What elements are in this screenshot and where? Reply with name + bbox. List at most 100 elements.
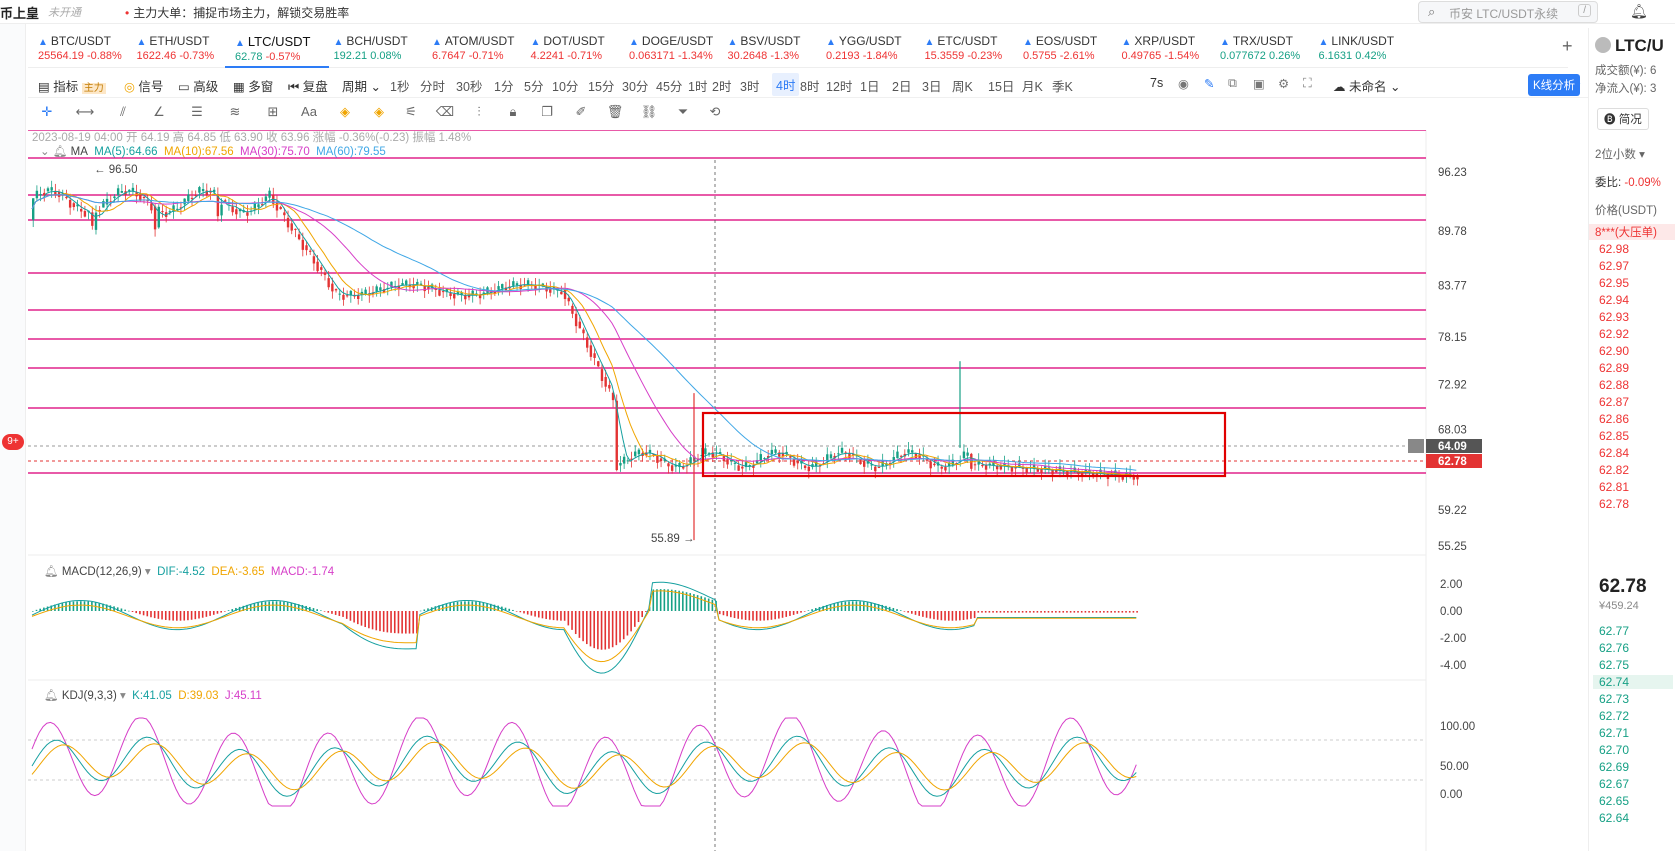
caret-down-icon[interactable]: ▾ xyxy=(144,566,151,578)
ticker-tab-btc[interactable]: ▲ BTC/USDT 25564.19 -0.88% xyxy=(28,28,132,68)
interval-19[interactable]: 15日 xyxy=(988,80,1015,94)
lock-icon[interactable]: 🔒︎ xyxy=(509,104,517,119)
filter-icon[interactable]: ⏷ xyxy=(677,104,689,119)
bell-icon[interactable]: 🔔︎ xyxy=(1630,3,1648,19)
interval-14[interactable]: 12时 xyxy=(826,80,853,94)
interval-10[interactable]: 2时 xyxy=(712,80,732,94)
interval-6[interactable]: 15分 xyxy=(588,80,615,94)
brand-name[interactable]: 币上皇 xyxy=(0,6,40,21)
advanced-button[interactable]: ▭ 高级 xyxy=(178,80,219,94)
interval-0[interactable]: 1秒 xyxy=(390,80,410,94)
kdj-title[interactable]: KDJ(9,3,3) xyxy=(61,690,117,702)
settings-icon[interactable]: ⚙ xyxy=(1278,77,1290,91)
interval-9[interactable]: 1时 xyxy=(688,80,708,94)
magnet-strong-icon[interactable]: ◈ xyxy=(374,104,384,119)
interval-7[interactable]: 30分 xyxy=(622,80,649,94)
interval-18[interactable]: 周K xyxy=(952,80,973,94)
interval-5[interactable]: 10分 xyxy=(552,80,579,94)
interval-3[interactable]: 1分 xyxy=(494,80,514,94)
bid-price[interactable]: 62.65 xyxy=(1599,794,1630,808)
ask-price[interactable]: 62.86 xyxy=(1599,412,1630,426)
ask-price[interactable]: 62.94 xyxy=(1599,293,1630,307)
interval-1[interactable]: 分时 xyxy=(420,80,446,94)
kline-analysis-button[interactable]: K线分析 xyxy=(1528,74,1581,96)
crosshair-icon[interactable]: ✛ xyxy=(41,104,53,119)
bid-price[interactable]: 62.73 xyxy=(1599,692,1630,706)
trendline-tool-icon[interactable]: ⫽ xyxy=(120,104,126,119)
ticker-tab-ltc[interactable]: ▲ LTC/USDT 62.78 -0.57% xyxy=(225,28,329,68)
ask-price[interactable]: 62.88 xyxy=(1599,378,1630,392)
add-tab-icon[interactable]: + xyxy=(1562,36,1573,56)
ask-price[interactable]: 62.82 xyxy=(1599,463,1630,477)
ticker-tab-atom[interactable]: ▲ ATOM/USDT 6.7647 -0.71% xyxy=(422,28,526,68)
bid-price[interactable]: 62.69 xyxy=(1599,760,1630,774)
ask-price[interactable]: 62.93 xyxy=(1599,310,1630,324)
sync-icon[interactable]: ⟲ xyxy=(709,104,721,119)
alert-icon[interactable]: 🔔︎ xyxy=(52,146,68,158)
bid-price[interactable]: 62.75 xyxy=(1599,658,1630,672)
ticker-tab-trx[interactable]: ▲ TRX/USDT 0.077672 0.26% xyxy=(1210,28,1314,68)
hline-tool-icon[interactable]: ⟷ xyxy=(75,104,95,119)
brief-button[interactable]: 🅑 简况 xyxy=(1597,108,1649,130)
interval-13[interactable]: 8时 xyxy=(800,80,820,94)
period-dropdown[interactable]: 周期 ⌄ xyxy=(342,80,381,94)
ask-price[interactable]: 62.89 xyxy=(1599,361,1630,375)
indicator-button[interactable]: ▤ 指标 主力 xyxy=(38,80,106,94)
promo-banner[interactable]: • 主力大单：捕捉市场主力，解锁交易胜率 xyxy=(125,4,349,21)
collapse-icon[interactable]: ⌄ xyxy=(40,146,50,158)
bid-price[interactable]: 62.64 xyxy=(1599,811,1630,825)
delete-icon[interactable]: 🗑︎ xyxy=(606,104,624,119)
ticker-tab-eos[interactable]: ▲ EOS/USDT 0.5755 -2.61% xyxy=(1013,28,1117,68)
share-icon[interactable]: ⤴ xyxy=(1568,80,1581,94)
search-input[interactable]: ⌕ 币安 LTC/USDT永续 / xyxy=(1418,1,1598,23)
alert-icon[interactable]: 🔔︎ xyxy=(44,690,59,702)
edit-icon[interactable]: ✐ xyxy=(575,104,587,119)
bid-price[interactable]: 62.71 xyxy=(1599,726,1630,740)
alert-icon[interactable]: 🔔︎ xyxy=(44,566,59,578)
channel-tool-icon[interactable]: ☰ xyxy=(191,104,203,119)
copy-icon[interactable]: ⧉ xyxy=(1228,76,1237,90)
template-icon[interactable]: ▣ xyxy=(1253,77,1265,91)
ask-price[interactable]: 62.81 xyxy=(1599,480,1630,494)
kline-chart[interactable]: ← 96.50 55.89 → 96.23 89.78 83.77 78.15 72.92 6… xyxy=(28,130,1538,851)
ask-price[interactable]: 62.90 xyxy=(1599,344,1630,358)
bid-price[interactable]: 62.74 xyxy=(1593,675,1673,689)
signal-button[interactable]: ◎ 信号 xyxy=(124,80,164,94)
ticker-tab-doge[interactable]: ▲ DOGE/USDT 0.063171 -1.34% xyxy=(619,28,723,68)
bid-price[interactable]: 62.72 xyxy=(1599,709,1630,723)
clone-icon[interactable]: ❐ xyxy=(541,104,553,119)
caret-down-icon[interactable]: ▾ xyxy=(119,690,126,702)
ruler-icon[interactable]: ⚟ xyxy=(405,104,417,119)
ticker-tab-bsv[interactable]: ▲ BSV/USDT 30.2648 -1.3% xyxy=(718,28,822,68)
ticker-tab-bch[interactable]: ▲ BCH/USDT 192.21 0.08% xyxy=(324,28,428,68)
interval-2[interactable]: 30秒 xyxy=(456,80,483,94)
interval-11[interactable]: 3时 xyxy=(740,80,760,94)
angle-tool-icon[interactable]: ∠ xyxy=(153,104,165,119)
ask-price[interactable]: 62.92 xyxy=(1599,327,1630,341)
ask-price[interactable]: 62.95 xyxy=(1599,276,1630,290)
ask-price[interactable]: 62.87 xyxy=(1599,395,1630,409)
link-icon[interactable]: ⛓ xyxy=(640,104,658,119)
wave-tool-icon[interactable]: ≋ xyxy=(229,104,241,119)
ask-price[interactable]: 62.85 xyxy=(1599,429,1630,443)
bid-price[interactable]: 62.77 xyxy=(1599,624,1630,638)
eraser-icon[interactable]: ⌫ xyxy=(435,104,455,119)
big-order[interactable]: 8***(大压单) xyxy=(1589,224,1675,240)
bid-price[interactable]: 62.76 xyxy=(1599,641,1630,655)
ticker-tab-link[interactable]: ▲ LINK/USDT 6.1631 0.42% xyxy=(1309,28,1413,68)
status-badge[interactable]: 未开通 xyxy=(48,7,81,19)
ask-price[interactable]: 62.98 xyxy=(1599,242,1630,256)
interval-21[interactable]: 季K xyxy=(1052,80,1073,94)
bid-price[interactable]: 62.70 xyxy=(1599,743,1630,757)
camera-icon[interactable]: ◉ xyxy=(1178,77,1189,91)
ticker-tab-dot[interactable]: ▲ DOT/USDT 4.2241 -0.71% xyxy=(521,28,625,68)
bid-price[interactable]: 62.67 xyxy=(1599,777,1630,791)
ask-price[interactable]: 62.78 xyxy=(1599,497,1630,511)
interval-20[interactable]: 月K xyxy=(1022,80,1043,94)
magnet-icon[interactable]: ◈ xyxy=(340,104,350,119)
multiwindow-button[interactable]: ▦ 多窗 xyxy=(233,80,274,94)
interval-4[interactable]: 5分 xyxy=(524,80,544,94)
interval-17[interactable]: 3日 xyxy=(922,80,942,94)
pen-icon[interactable]: ✎ xyxy=(1204,77,1215,91)
decimals-dropdown[interactable]: 2位小数 ▾ xyxy=(1595,149,1645,161)
